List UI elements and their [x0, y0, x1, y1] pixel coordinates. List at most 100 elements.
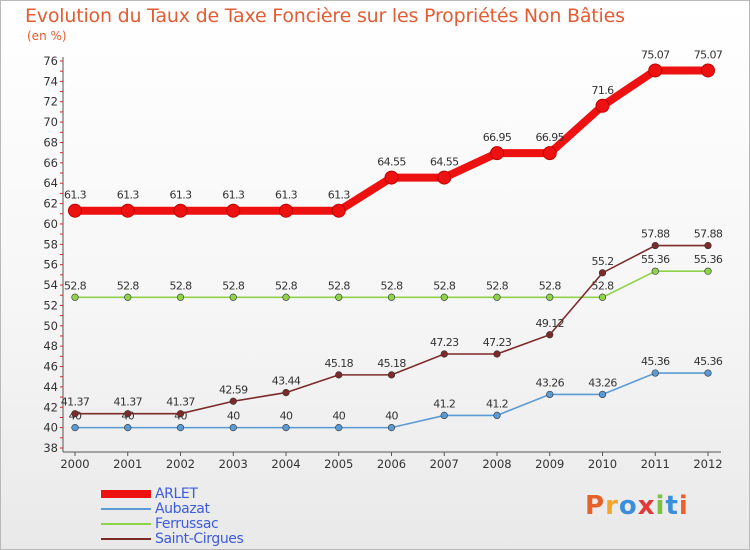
data-point-aubazat [176, 424, 185, 432]
y-tick-label: 50 [43, 319, 58, 333]
data-label-arlet: 66.95 [536, 131, 565, 144]
data-point-arlet [120, 203, 135, 218]
x-tick-label: 2006 [377, 457, 406, 471]
data-point-ferrussac [598, 293, 607, 301]
data-label-ferrussac: 52.8 [64, 279, 87, 292]
data-point-arlet [279, 203, 293, 218]
data-point-ferrussac [651, 267, 659, 275]
logo-letter: o [618, 491, 638, 521]
data-point-saint-cirgues [124, 410, 132, 418]
data-label-aubazat: 41.2 [486, 397, 508, 410]
data-label-saint-cirgues: 41.37 [61, 396, 90, 409]
data-label-saint-cirgues: 41.37 [114, 396, 143, 409]
y-tick-label: 48 [43, 339, 58, 353]
data-label-saint-cirgues: 49.12 [536, 317, 565, 330]
data-label-arlet: 64.55 [377, 156, 406, 169]
legend-item-aubazat: Aubazat [101, 501, 361, 517]
x-tick-label: 2003 [219, 457, 248, 471]
data-point-aubazat [229, 424, 237, 432]
data-point-saint-cirgues [282, 388, 290, 397]
y-tick-label: 52 [43, 298, 58, 312]
data-point-ferrussac [387, 293, 396, 301]
data-point-ferrussac [493, 293, 501, 301]
data-label-saint-cirgues: 47.23 [483, 336, 512, 349]
logo-letter: i [678, 491, 689, 521]
y-tick-label: 38 [43, 441, 58, 455]
data-label-ferrussac: 52.8 [117, 279, 140, 292]
data-point-saint-cirgues [71, 410, 79, 418]
data-label-arlet: 75.07 [694, 48, 723, 61]
data-label-aubazat: 40 [227, 410, 240, 423]
logo-letter: x [637, 491, 656, 521]
chart-title: Evolution du Taux de Taxe Foncière sur l… [25, 5, 625, 27]
y-tick-label: 76 [43, 54, 58, 68]
logo-letter: i [655, 491, 666, 521]
data-label-aubazat: 45.36 [641, 355, 670, 368]
data-label-ferrussac: 52.8 [328, 279, 351, 292]
data-label-arlet: 61.3 [64, 189, 87, 202]
data-label-aubazat: 40 [385, 410, 398, 423]
data-label-arlet: 61.3 [328, 189, 351, 202]
data-point-saint-cirgues [229, 397, 237, 405]
y-tick-label: 66 [43, 156, 58, 170]
y-tick-label: 56 [43, 258, 58, 272]
data-point-saint-cirgues [546, 331, 554, 339]
y-tick-label: 46 [43, 360, 58, 374]
legend-label-ferrussac: Ferrussac [155, 516, 219, 532]
data-point-saint-cirgues [176, 410, 185, 418]
x-tick-label: 2001 [113, 457, 142, 471]
y-tick-label: 42 [43, 400, 58, 414]
y-tick-label: 40 [43, 421, 58, 435]
data-label-ferrussac: 52.8 [486, 279, 509, 292]
data-point-arlet [490, 146, 504, 161]
data-label-ferrussac: 55.36 [641, 253, 670, 266]
y-tick-label: 58 [43, 237, 58, 251]
logo-letter: r [605, 491, 619, 521]
data-label-arlet: 61.3 [117, 189, 140, 202]
data-point-saint-cirgues [598, 269, 607, 277]
data-point-saint-cirgues [440, 350, 448, 358]
data-point-aubazat [124, 424, 132, 432]
legend-swatch-aubazat [101, 508, 151, 510]
legend-label-aubazat: Aubazat [155, 501, 210, 517]
data-point-ferrussac [282, 293, 290, 301]
data-point-aubazat [71, 424, 79, 432]
legend-item-saint-cirgues: Saint-Cirgues [101, 531, 361, 547]
data-label-ferrussac: 52.8 [539, 279, 562, 292]
data-point-ferrussac [440, 293, 448, 301]
data-label-arlet: 61.3 [169, 189, 192, 202]
data-label-arlet: 75.07 [641, 48, 670, 61]
data-label-arlet: 61.3 [275, 189, 298, 202]
data-label-saint-cirgues: 57.88 [694, 228, 723, 241]
data-point-arlet [68, 203, 82, 218]
x-tick-label: 2005 [324, 457, 353, 471]
data-label-ferrussac: 52.8 [169, 279, 192, 292]
data-point-arlet [542, 146, 557, 161]
y-tick-label: 62 [43, 197, 58, 211]
x-tick-label: 2012 [693, 457, 722, 471]
x-tick-label: 2004 [271, 457, 300, 471]
data-point-ferrussac [335, 293, 343, 301]
data-point-saint-cirgues [387, 371, 396, 379]
proxiti-logo: Proxiti [585, 491, 689, 521]
data-label-arlet: 66.95 [483, 131, 512, 144]
data-label-saint-cirgues: 47.23 [430, 336, 459, 349]
y-tick-label: 44 [43, 380, 58, 394]
y-tick-label: 60 [43, 217, 58, 231]
data-label-ferrussac: 55.36 [694, 253, 723, 266]
data-label-saint-cirgues: 57.88 [641, 228, 670, 241]
legend-swatch-arlet [101, 490, 151, 498]
x-tick-label: 2000 [60, 457, 89, 471]
x-tick-label: 2009 [535, 457, 564, 471]
data-point-arlet [595, 98, 610, 113]
data-label-ferrussac: 52.8 [591, 279, 614, 292]
data-point-ferrussac [71, 293, 79, 301]
data-label-arlet: 64.55 [430, 156, 459, 169]
data-label-aubazat: 40 [332, 410, 345, 423]
data-label-ferrussac: 52.8 [222, 279, 245, 292]
data-label-aubazat: 43.26 [588, 376, 617, 389]
x-tick-label: 2010 [588, 457, 617, 471]
y-axis-unit-label: (en %) [27, 29, 67, 43]
data-label-saint-cirgues: 42.59 [219, 383, 248, 396]
